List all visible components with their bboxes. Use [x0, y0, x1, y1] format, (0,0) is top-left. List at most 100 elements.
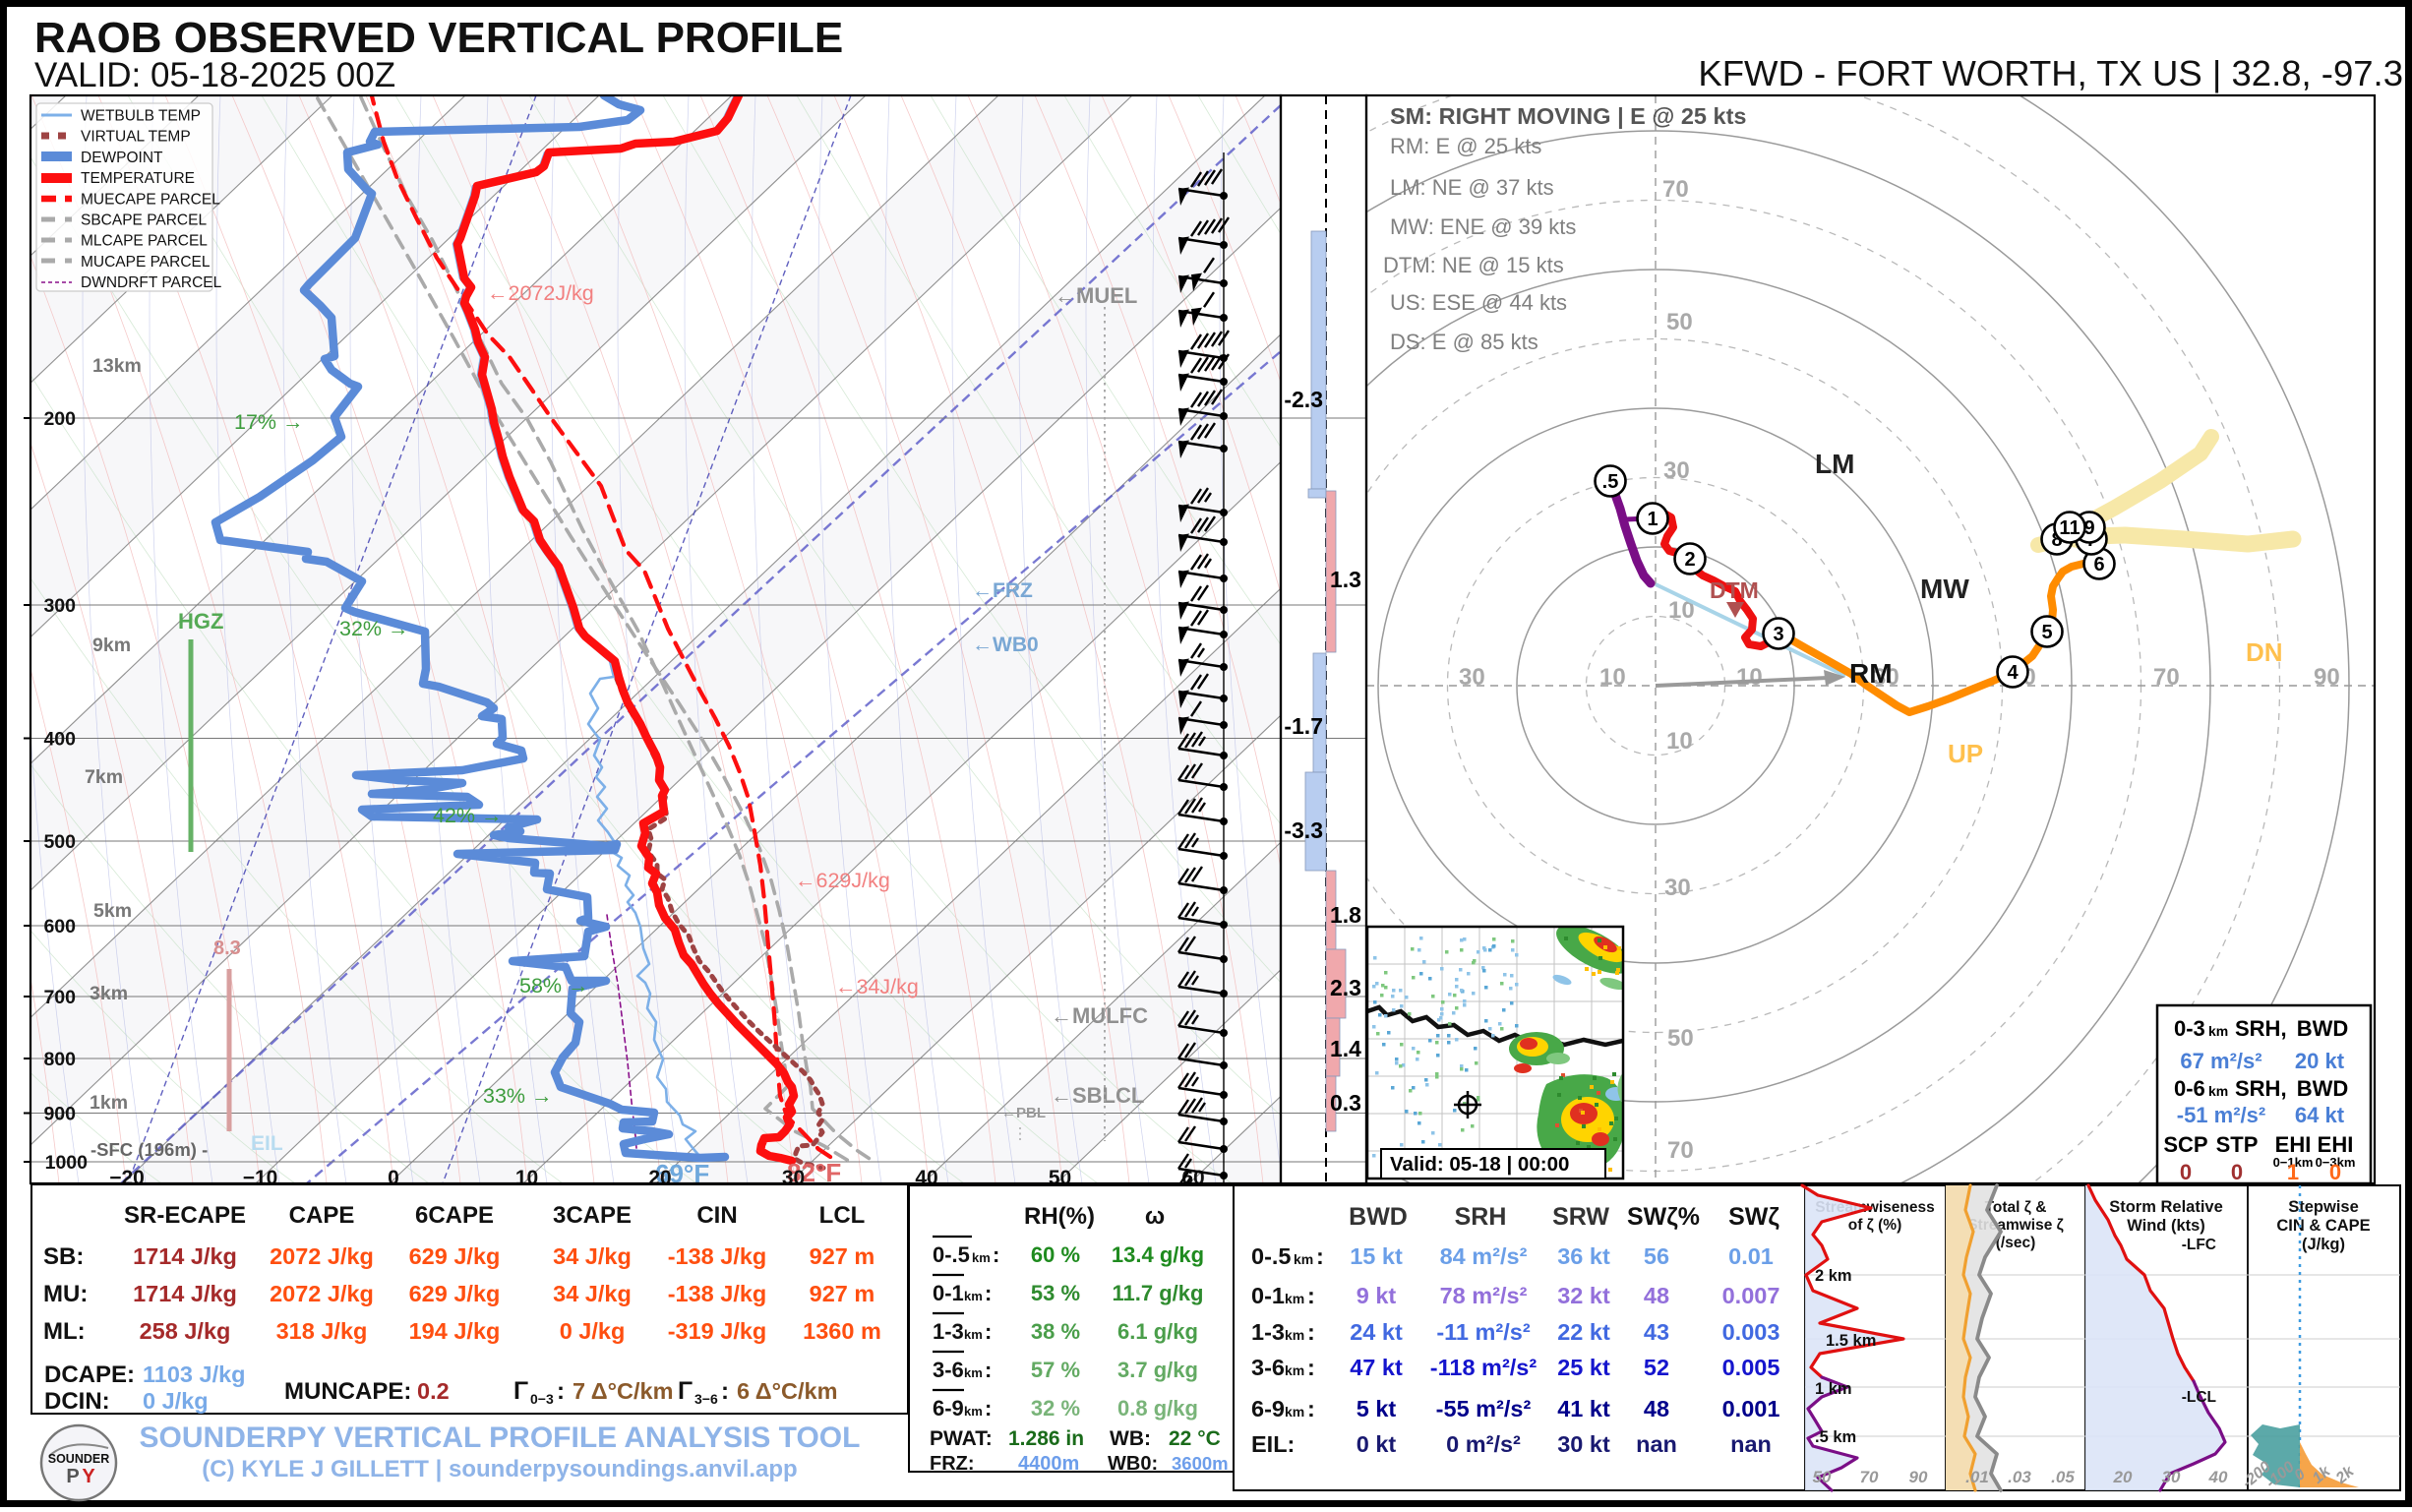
svg-text:CAPE: CAPE: [289, 1202, 355, 1229]
svg-text:ML:: ML:: [43, 1318, 86, 1345]
svg-text:MW: MW: [1920, 574, 1969, 604]
svg-text:←SBLCL: ←SBLCL: [1051, 1083, 1144, 1108]
svg-text:MUNCAPE:: MUNCAPE:: [284, 1378, 411, 1405]
svg-text:HGZ: HGZ: [178, 609, 223, 634]
svg-text:Valid: 05-18 | 00:00: Valid: 05-18 | 00:00: [1390, 1153, 1569, 1176]
svg-text:20 kt: 20 kt: [2295, 1049, 2345, 1073]
svg-text:RM: E @ 25 kts: RM: E @ 25 kts: [1390, 134, 1541, 158]
svg-text:194 J/kg: 194 J/kg: [409, 1318, 501, 1344]
svg-text:.05: .05: [2051, 1468, 2075, 1486]
svg-text:70: 70: [2153, 664, 2180, 691]
svg-text:6 Δ°C/km: 6 Δ°C/km: [737, 1378, 837, 1404]
svg-text:6: 6: [2093, 554, 2104, 575]
svg-text:52: 52: [1644, 1355, 1669, 1380]
svg-text:8.3: 8.3: [213, 937, 241, 959]
svg-text:47 kt: 47 kt: [1350, 1355, 1403, 1380]
svg-text:0.3: 0.3: [1330, 1090, 1361, 1116]
svg-text:9: 9: [2083, 517, 2094, 539]
svg-text:600: 600: [43, 916, 76, 937]
svg-text:←2072J/kg: ←2072J/kg: [487, 281, 594, 305]
svg-text:-51 m²/s²: -51 m²/s²: [2177, 1103, 2265, 1127]
svg-text:Storm Relative: Storm Relative: [2109, 1198, 2223, 1216]
svg-text:60 %: 60 %: [1031, 1242, 1080, 1267]
svg-text::: :: [557, 1378, 565, 1405]
svg-text::: :: [1307, 1396, 1315, 1421]
svg-text:RM: RM: [1849, 658, 1893, 689]
svg-text:Γ: Γ: [513, 1377, 528, 1405]
svg-text:57 %: 57 %: [1031, 1358, 1080, 1382]
svg-text:11.7 g/kg: 11.7 g/kg: [1113, 1281, 1204, 1305]
svg-text:MW: ENE @ 39 kts: MW: ENE @ 39 kts: [1390, 214, 1576, 239]
svg-text:-3.3: -3.3: [1284, 817, 1323, 843]
svg-text:km: km: [964, 1404, 983, 1419]
svg-text:km: km: [1285, 1327, 1304, 1343]
svg-text:BWD: BWD: [1349, 1203, 1408, 1231]
svg-text:0 J/kg: 0 J/kg: [143, 1388, 209, 1414]
svg-text:30: 30: [1873, 664, 1899, 691]
svg-text:67 m²/s²: 67 m²/s²: [2180, 1049, 2261, 1073]
svg-text::: :: [985, 1281, 992, 1305]
svg-text:←WB0: ←WB0: [972, 634, 1039, 656]
svg-text:15 kt: 15 kt: [1350, 1243, 1403, 1269]
svg-text:84 m²/s²: 84 m²/s²: [1440, 1243, 1528, 1269]
svg-text:2072 J/kg: 2072 J/kg: [270, 1243, 374, 1269]
svg-text:1: 1: [2287, 1160, 2299, 1184]
svg-text:←FRZ: ←FRZ: [972, 579, 1033, 602]
svg-text:VALID: 05-18-2025 00Z: VALID: 05-18-2025 00Z: [34, 56, 395, 94]
svg-text:10: 10: [1599, 664, 1626, 691]
svg-text:1-3: 1-3: [1251, 1319, 1285, 1345]
svg-text:629 J/kg: 629 J/kg: [409, 1243, 501, 1269]
svg-text:1 km: 1 km: [1815, 1380, 1852, 1398]
svg-text:STP: STP: [2216, 1132, 2259, 1157]
svg-text:24 kt: 24 kt: [1350, 1319, 1403, 1345]
svg-text::: :: [993, 1242, 999, 1267]
svg-text:6-9: 6-9: [933, 1396, 964, 1421]
svg-text:-11 m²/s²: -11 m²/s²: [1436, 1319, 1531, 1345]
svg-text:3-6: 3-6: [933, 1358, 964, 1382]
svg-text:-55 m²/s²: -55 m²/s²: [1436, 1396, 1532, 1421]
svg-text:500: 500: [43, 831, 76, 853]
svg-text:-118 m²/s²: -118 m²/s²: [1430, 1355, 1538, 1380]
svg-text:1-3: 1-3: [933, 1319, 964, 1344]
svg-text:0-1: 0-1: [933, 1281, 964, 1305]
svg-text:2.3: 2.3: [1330, 975, 1361, 1000]
svg-text:0.2: 0.2: [417, 1378, 450, 1404]
svg-text:P: P: [66, 1466, 79, 1487]
svg-text:629 J/kg: 629 J/kg: [409, 1281, 501, 1306]
svg-text:2 km: 2 km: [1815, 1267, 1852, 1285]
svg-text:0-.5: 0-.5: [1251, 1243, 1292, 1269]
svg-text:EIL: EIL: [251, 1132, 283, 1155]
svg-text:nan: nan: [1730, 1431, 1772, 1457]
svg-text:0: 0: [388, 1167, 399, 1189]
svg-text:SB:: SB:: [43, 1243, 84, 1270]
svg-text:km: km: [964, 1365, 983, 1380]
svg-text:KFWD - FORT WORTH, TX US | 32.: KFWD - FORT WORTH, TX US | 32.8, -97.3: [1698, 53, 2403, 93]
svg-text:1360 m: 1360 m: [803, 1318, 881, 1344]
svg-text:.01: .01: [1965, 1468, 1989, 1486]
svg-text:1.8: 1.8: [1330, 902, 1361, 928]
svg-text:50: 50: [1666, 309, 1693, 335]
svg-text:0-3: 0-3: [2174, 1016, 2205, 1041]
svg-text:900: 900: [43, 1104, 76, 1125]
svg-text:9km: 9km: [92, 635, 131, 656]
svg-text:SR-ECAPE: SR-ECAPE: [124, 1202, 246, 1229]
svg-text:0-.5: 0-.5: [933, 1242, 970, 1267]
svg-text:53 %: 53 %: [1031, 1281, 1080, 1305]
svg-text:0.8 g/kg: 0.8 g/kg: [1117, 1396, 1198, 1421]
svg-text:32 kt: 32 kt: [1557, 1283, 1610, 1308]
svg-text:30 kt: 30 kt: [1557, 1431, 1610, 1457]
svg-text:CIN: CIN: [696, 1202, 737, 1229]
svg-text:km: km: [972, 1250, 991, 1265]
svg-text:0.003: 0.003: [1722, 1319, 1780, 1345]
svg-text:50: 50: [1667, 1025, 1694, 1052]
svg-text:34 J/kg: 34 J/kg: [553, 1243, 632, 1269]
svg-text:56: 56: [1644, 1243, 1669, 1269]
svg-text:.03: .03: [2008, 1468, 2031, 1486]
svg-text:30: 30: [1459, 664, 1485, 691]
svg-text:0−3km: 0−3km: [2316, 1155, 2356, 1170]
svg-text:Wind (kts): Wind (kts): [2127, 1217, 2205, 1235]
svg-text:318 J/kg: 318 J/kg: [276, 1318, 368, 1344]
svg-text::: :: [1307, 1319, 1315, 1345]
svg-text:1: 1: [1647, 509, 1658, 530]
svg-text:50: 50: [1813, 1468, 1832, 1486]
